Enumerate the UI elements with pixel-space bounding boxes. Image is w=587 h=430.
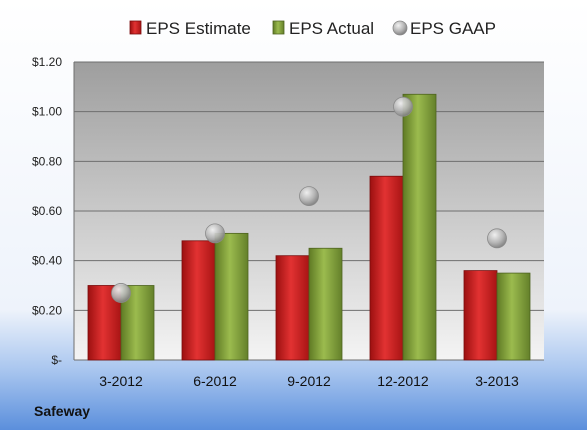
legend: EPS Estimate EPS Actual EPS GAAP: [129, 19, 496, 38]
eps-gaap-point: [393, 96, 413, 117]
eps-gaap-point: [205, 223, 225, 244]
legend-eps-estimate: EPS Estimate: [129, 19, 251, 38]
gaap-points: [111, 96, 507, 303]
y-tick-label: $1.20: [32, 55, 62, 69]
legend-label: EPS GAAP: [410, 19, 496, 38]
legend-eps-gaap: EPS GAAP: [392, 19, 496, 38]
legend-label: EPS Actual: [289, 19, 374, 38]
eps-gaap-point: [299, 186, 319, 207]
eps-estimate-bar: [275, 255, 310, 361]
eps-actual-bar: [214, 232, 249, 361]
y-tick-label: $0.80: [32, 154, 62, 168]
x-tick-label: 3-2012: [99, 373, 143, 389]
eps-estimate-bar: [463, 270, 498, 361]
y-tick-label: $0.40: [32, 254, 62, 268]
legend-swatch: [392, 20, 408, 36]
y-tick-label: $0.60: [32, 204, 62, 218]
legend-swatch: [129, 20, 142, 35]
eps-gaap-point: [111, 283, 131, 303]
eps-gaap-point: [487, 228, 507, 249]
eps-actual-bar: [402, 93, 437, 361]
eps-actual-bar: [496, 272, 531, 361]
x-tick-label: 9-2012: [287, 373, 331, 389]
bars: [87, 93, 531, 361]
y-tick-label: $-: [51, 353, 62, 367]
x-tick-label: 6-2012: [193, 373, 237, 389]
eps-estimate-bar: [369, 175, 404, 361]
eps-estimate-bar: [181, 240, 216, 361]
legend-label: EPS Estimate: [146, 19, 251, 38]
legend-eps-actual: EPS Actual: [272, 19, 374, 38]
eps-actual-bar: [308, 247, 343, 361]
x-tick-label: 3-2013: [475, 373, 519, 389]
legend-swatch: [272, 20, 285, 35]
x-axis-ticks: 3-2012 6-2012 9-2012 12-2012 3-2013: [99, 373, 519, 389]
y-axis-ticks: $- $0.20 $0.40 $0.60 $0.80 $1.00 $1.20: [32, 55, 62, 367]
y-tick-label: $1.00: [32, 105, 62, 119]
x-tick-label: 12-2012: [377, 373, 429, 389]
company-label: Safeway: [34, 403, 90, 419]
y-tick-label: $0.20: [32, 303, 62, 317]
